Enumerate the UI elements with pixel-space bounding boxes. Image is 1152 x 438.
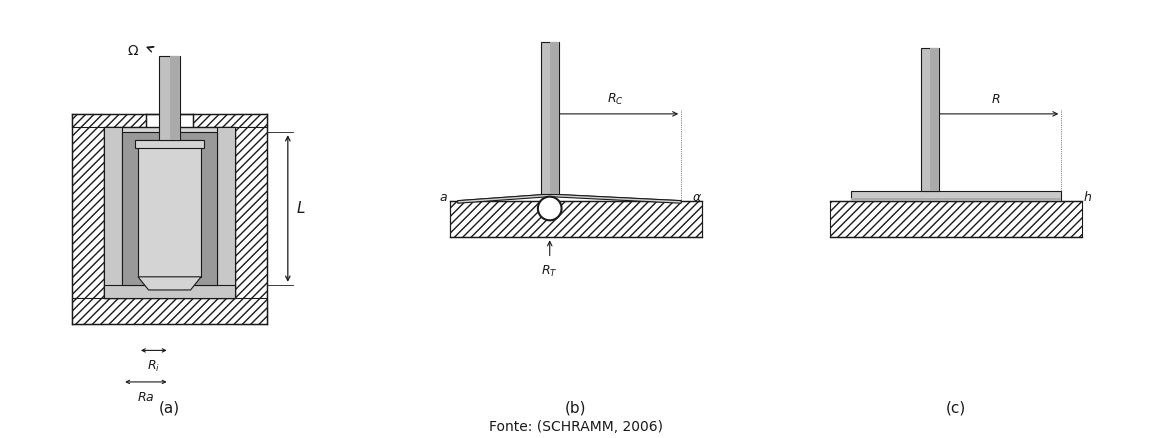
Bar bbox=[104, 127, 122, 298]
Bar bbox=[73, 298, 267, 324]
Bar bbox=[920, 48, 939, 191]
Text: Fonte: (SCHRAMM, 2006): Fonte: (SCHRAMM, 2006) bbox=[488, 420, 664, 434]
Bar bbox=[829, 201, 1082, 237]
Bar bbox=[138, 140, 202, 277]
Bar bbox=[550, 42, 559, 194]
Text: (b): (b) bbox=[566, 401, 586, 416]
Bar bbox=[449, 201, 702, 237]
Text: $Ra$: $Ra$ bbox=[137, 391, 154, 404]
Bar bbox=[194, 114, 267, 127]
Text: a: a bbox=[440, 191, 447, 205]
Bar bbox=[851, 191, 1061, 201]
Bar bbox=[159, 56, 180, 140]
Bar bbox=[540, 42, 559, 194]
Bar bbox=[217, 127, 235, 298]
Polygon shape bbox=[138, 277, 202, 290]
Text: $R_T$: $R_T$ bbox=[541, 264, 558, 279]
Text: $R$: $R$ bbox=[991, 93, 1000, 106]
Bar bbox=[136, 140, 204, 148]
Bar bbox=[851, 198, 1061, 201]
Text: (c): (c) bbox=[946, 401, 967, 416]
Text: $R_a$: $R_a$ bbox=[188, 185, 204, 200]
Text: $R_i$: $R_i$ bbox=[147, 359, 160, 374]
Text: (a): (a) bbox=[159, 401, 180, 416]
Bar bbox=[104, 127, 235, 298]
Text: $R_C$: $R_C$ bbox=[607, 92, 623, 107]
Circle shape bbox=[538, 197, 561, 220]
Bar bbox=[169, 56, 180, 140]
Bar bbox=[930, 48, 939, 191]
Bar bbox=[104, 285, 235, 298]
Bar bbox=[73, 114, 146, 127]
Bar bbox=[73, 114, 104, 324]
Bar bbox=[235, 114, 267, 324]
Bar bbox=[122, 132, 217, 285]
Text: h: h bbox=[1084, 191, 1091, 205]
Text: $\Omega$: $\Omega$ bbox=[127, 44, 139, 58]
Text: $\alpha$: $\alpha$ bbox=[691, 191, 702, 205]
Text: L: L bbox=[297, 201, 305, 216]
Polygon shape bbox=[457, 194, 681, 203]
